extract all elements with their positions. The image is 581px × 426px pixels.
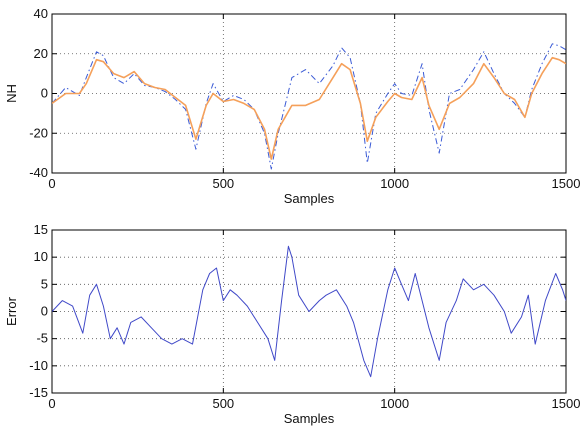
y-tick-label: -5 bbox=[36, 331, 48, 346]
x-tick-label: 1000 bbox=[380, 396, 409, 411]
x-axis-label: Samples bbox=[284, 411, 335, 426]
series-line bbox=[52, 245, 566, 378]
y-tick-label: -20 bbox=[29, 125, 48, 140]
x-tick-label: 1500 bbox=[552, 176, 581, 191]
x-tick-label: 500 bbox=[212, 396, 234, 411]
y-tick-label: 15 bbox=[34, 222, 48, 237]
y-tick-label: 0 bbox=[41, 86, 48, 101]
y-tick-label: 40 bbox=[34, 6, 48, 21]
x-tick-label: 0 bbox=[48, 396, 55, 411]
x-tick-label: 0 bbox=[48, 176, 55, 191]
y-tick-label: -40 bbox=[29, 165, 48, 180]
x-tick-label: 500 bbox=[212, 176, 234, 191]
series-line bbox=[52, 56, 566, 160]
x-tick-label: 1000 bbox=[380, 176, 409, 191]
x-tick-label: 1500 bbox=[552, 396, 581, 411]
y-axis-label: NH bbox=[4, 84, 19, 103]
y-tick-label: 20 bbox=[34, 46, 48, 61]
y-tick-label: 10 bbox=[34, 249, 48, 264]
x-axis-label: Samples bbox=[284, 191, 335, 206]
chart-nh: 0 500 1000 1500 -40 -20 0 20 40 Samples NH bbox=[4, 6, 580, 206]
chart-error: 0 500 1000 1500 -15 -10 -5 0 5 10 15 Samples Error bbox=[4, 222, 580, 426]
y-tick-label: 5 bbox=[41, 276, 48, 291]
series-line-dashdot bbox=[52, 43, 566, 170]
y-tick-label: 0 bbox=[41, 304, 48, 319]
y-axis-label: Error bbox=[4, 296, 19, 326]
y-tick-label: -15 bbox=[29, 385, 48, 400]
y-tick-label: -10 bbox=[29, 358, 48, 373]
